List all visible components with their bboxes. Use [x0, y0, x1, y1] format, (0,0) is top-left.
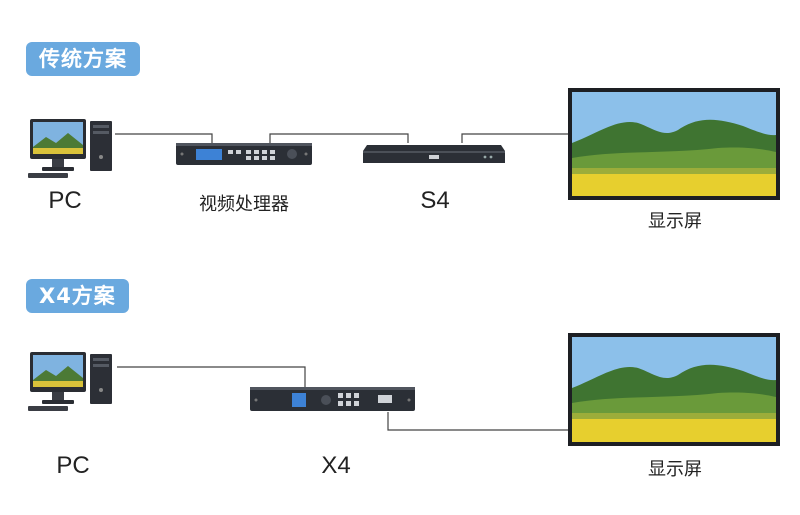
x4-scheme-pc-label: PC	[56, 452, 90, 479]
led-display-screen	[568, 88, 780, 200]
x4-label: X4	[321, 452, 351, 479]
traditional-scheme-badge: 传统方案	[26, 42, 140, 76]
video-processor-device	[176, 143, 312, 165]
pc-icon	[28, 352, 112, 411]
traditional-display-label: 显示屏	[648, 211, 702, 232]
wire-x4-to-display	[387, 412, 570, 431]
s4-label: S4	[420, 187, 450, 214]
wire-processor-to-s4	[269, 133, 409, 143]
wire-pc-to-x4	[117, 366, 306, 387]
processor-label: 视频处理器	[199, 194, 289, 215]
wire-s4-to-display	[461, 133, 570, 143]
x4-scheme-badge: X4方案	[26, 279, 129, 313]
x4-device	[250, 387, 415, 411]
pc-icon	[28, 119, 112, 178]
wire-pc-to-processor	[115, 133, 213, 143]
x4-scheme-display-label: 显示屏	[648, 459, 702, 480]
led-display-screen	[568, 333, 780, 446]
traditional-pc-label: PC	[48, 187, 82, 214]
s4-device	[363, 145, 505, 163]
